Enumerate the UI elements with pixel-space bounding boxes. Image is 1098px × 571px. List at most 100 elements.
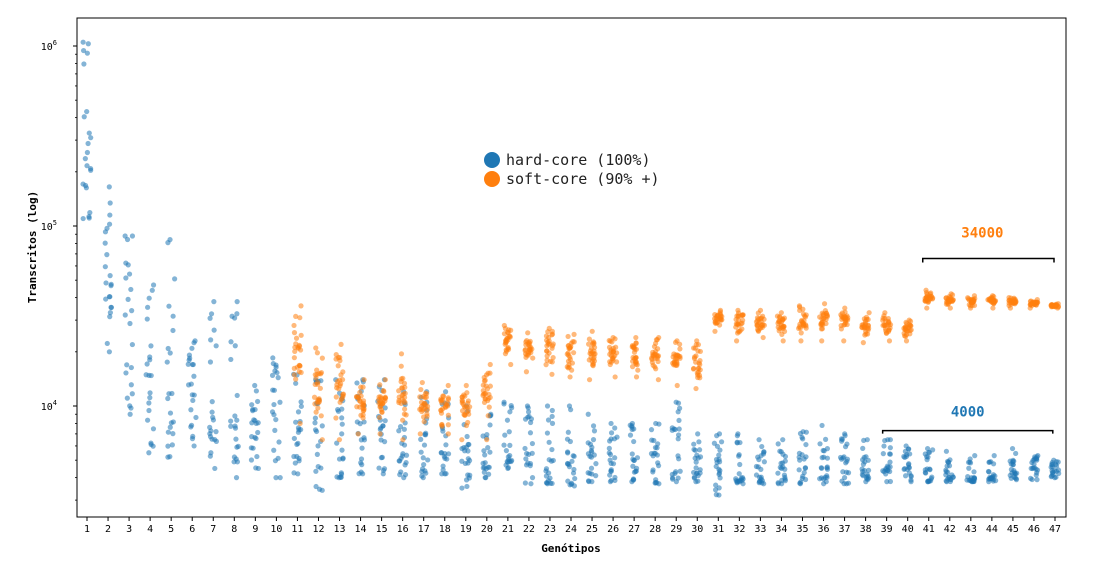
- hard-core-point: [465, 441, 471, 448]
- soft-core-point: [480, 387, 486, 394]
- hard-core-point: [208, 428, 214, 434]
- soft-core-point: [339, 395, 345, 401]
- soft-core-point: [798, 338, 804, 344]
- hard-core-point: [249, 434, 255, 440]
- hard-core-point: [887, 445, 893, 451]
- hard-core-point: [232, 315, 238, 321]
- hard-core-point: [124, 236, 131, 243]
- hard-core-point: [676, 456, 682, 462]
- soft-core-point: [382, 394, 388, 400]
- soft-core-point: [1008, 295, 1014, 301]
- x-tick-label: 7: [210, 524, 216, 535]
- soft-core-point: [462, 412, 468, 418]
- soft-core-point: [291, 372, 297, 378]
- hard-core-point: [228, 356, 234, 363]
- hard-core-point: [607, 472, 613, 478]
- soft-core-point: [545, 329, 551, 335]
- soft-core-point: [543, 362, 549, 368]
- hard-core-point: [529, 475, 536, 481]
- hard-core-point: [189, 392, 195, 398]
- soft-core-point: [459, 394, 465, 400]
- legend: hard-core (100%) soft-core (90% +): [484, 151, 660, 188]
- soft-core-point: [314, 350, 320, 356]
- x-tick-label: 12: [312, 524, 324, 535]
- soft-core-point: [506, 327, 512, 333]
- hard-core-point: [505, 465, 511, 471]
- hard-core-point: [209, 409, 215, 415]
- soft-core-point: [697, 358, 703, 364]
- soft-core-point: [841, 322, 847, 328]
- hard-core-point: [943, 448, 950, 454]
- hard-core-point: [232, 425, 239, 431]
- hard-core-point: [1032, 454, 1038, 460]
- soft-core-point: [357, 389, 363, 396]
- soft-core-point: [880, 317, 886, 323]
- soft-core-point: [881, 313, 887, 319]
- hard-core-point: [1049, 468, 1055, 474]
- soft-core-point: [862, 332, 868, 338]
- hard-core-point: [608, 420, 614, 427]
- soft-core-point: [487, 361, 493, 368]
- soft-core-point: [550, 355, 556, 361]
- hard-core-point: [124, 395, 130, 401]
- x-tick-label: 24: [565, 524, 577, 535]
- soft-core-point: [565, 358, 572, 364]
- hard-core-point: [269, 409, 276, 415]
- hard-core-point: [147, 390, 153, 396]
- hard-core-point: [481, 448, 487, 454]
- soft-core-point: [315, 379, 321, 386]
- soft-core-point: [588, 351, 594, 357]
- annotations: 34000 4000: [881, 225, 1055, 434]
- soft-core-point: [295, 345, 301, 351]
- hard-core-point: [669, 475, 676, 481]
- soft-core-point: [609, 339, 615, 345]
- hard-core-point: [717, 447, 723, 453]
- soft-core-point: [947, 298, 953, 304]
- soft-core-point: [824, 314, 830, 320]
- soft-core-point: [735, 321, 741, 327]
- hard-core-point: [1011, 458, 1017, 464]
- hard-core-point: [277, 399, 283, 405]
- soft-core-point: [634, 362, 640, 368]
- hard-core-point: [167, 424, 173, 430]
- hard-core-point: [838, 456, 845, 462]
- x-tick-label: 26: [607, 524, 619, 535]
- hard-core-point: [887, 451, 893, 457]
- soft-core-point: [882, 322, 888, 329]
- hard-core-point: [544, 403, 551, 409]
- hard-core-point: [569, 458, 575, 464]
- hard-core-point: [986, 469, 992, 475]
- x-tick-label: 46: [1028, 524, 1040, 535]
- soft-core-point: [398, 363, 404, 369]
- hard-core-point: [629, 451, 635, 457]
- hard-core-point: [693, 459, 699, 465]
- hard-core-point: [248, 457, 255, 463]
- soft-core-point: [358, 384, 364, 390]
- hard-core-point: [627, 432, 634, 438]
- soft-core-point: [865, 327, 871, 333]
- soft-core-point: [758, 315, 765, 321]
- hard-core-point: [714, 433, 720, 439]
- hard-core-point: [438, 450, 445, 456]
- hard-core-point: [1055, 459, 1061, 465]
- hard-core-point: [85, 41, 91, 47]
- hard-core-point: [316, 486, 323, 492]
- hard-core-point: [466, 475, 472, 481]
- hard-core-point: [506, 429, 512, 435]
- legend-label-soft-core: soft-core (90% +): [506, 170, 660, 188]
- x-tick-label: 29: [670, 524, 682, 535]
- hard-core-point: [634, 455, 641, 461]
- hard-core-point: [509, 405, 515, 411]
- hard-core-point: [106, 221, 113, 227]
- x-tick-label: 17: [418, 524, 430, 535]
- soft-core-point: [606, 344, 613, 350]
- hard-core-point: [402, 472, 409, 478]
- hard-core-point: [993, 478, 999, 484]
- soft-core-point: [340, 369, 346, 375]
- hard-core-point: [84, 149, 90, 156]
- soft-core-point: [297, 363, 303, 369]
- hard-core-point: [655, 441, 661, 447]
- soft-core-point: [754, 315, 761, 321]
- hard-core-point: [593, 461, 599, 467]
- hard-core-point: [1034, 467, 1041, 473]
